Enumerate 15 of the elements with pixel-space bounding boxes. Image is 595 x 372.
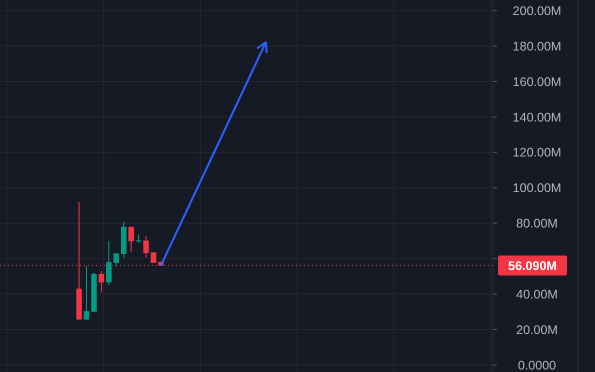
y-tick-label: 140.00M	[512, 110, 562, 124]
candlestick	[106, 240, 112, 286]
y-tick-label: 100.00M	[512, 181, 562, 196]
candlestick	[128, 226, 134, 253]
y-tick-label: 80.00M	[516, 216, 558, 231]
y-tick-label: 180.00M	[512, 39, 562, 54]
y-tick-label: 120.00M	[512, 146, 562, 160]
y-tick-label: 40.00M	[516, 287, 558, 302]
candlestick	[98, 270, 104, 293]
candlestick	[113, 252, 120, 268]
y-tick-label: 20.00M	[516, 322, 558, 337]
ref-line-label: 56.090M	[508, 258, 557, 273]
y-tick-label: 160.00M	[512, 74, 562, 89]
y-tick-label: 200.00M	[512, 4, 562, 18]
y-tick-label: 0.0000	[518, 358, 556, 372]
